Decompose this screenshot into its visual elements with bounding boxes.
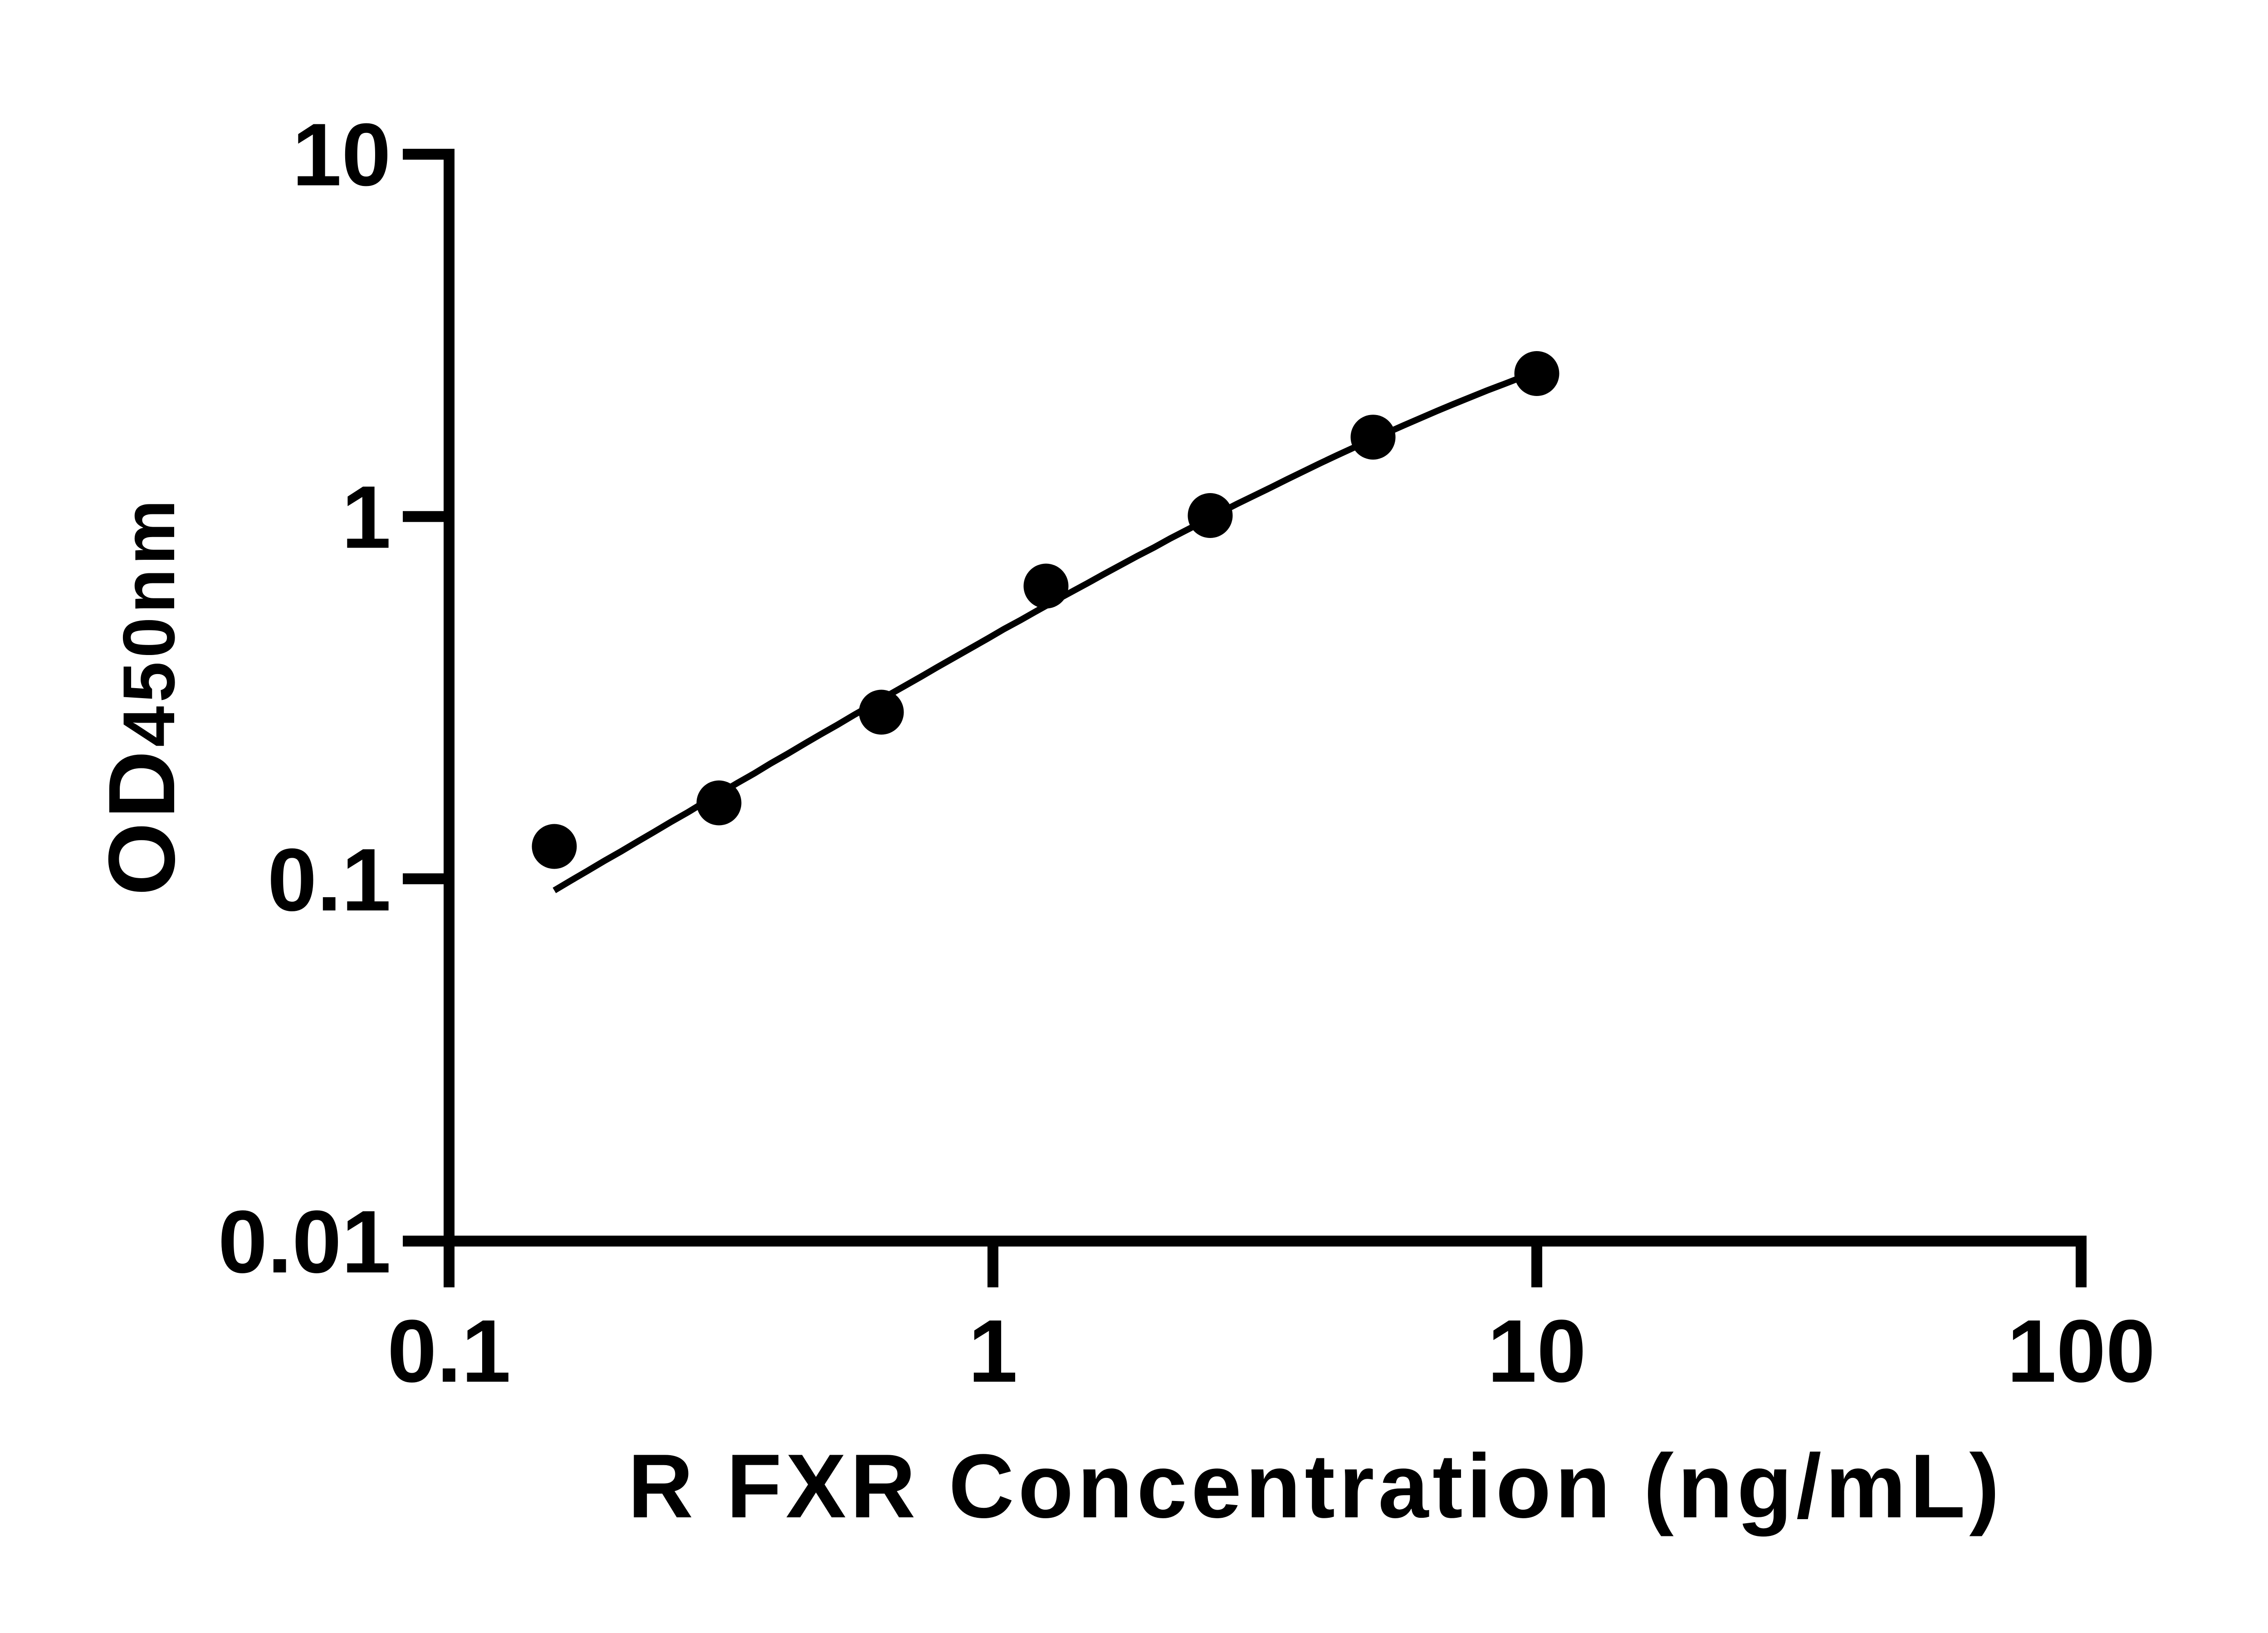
svg-text:1: 1 <box>342 468 391 567</box>
svg-text:0.1: 0.1 <box>387 1301 511 1401</box>
svg-text:0.01: 0.01 <box>218 1192 391 1291</box>
svg-text:10: 10 <box>292 105 391 205</box>
svg-text:1: 1 <box>968 1301 1017 1401</box>
svg-text:100: 100 <box>2007 1301 2155 1401</box>
svg-text:R FXR Concentration (ng/mL): R FXR Concentration (ng/mL) <box>628 1436 1999 1537</box>
svg-text:0.1: 0.1 <box>268 830 391 929</box>
svg-text:10: 10 <box>1487 1301 1586 1401</box>
